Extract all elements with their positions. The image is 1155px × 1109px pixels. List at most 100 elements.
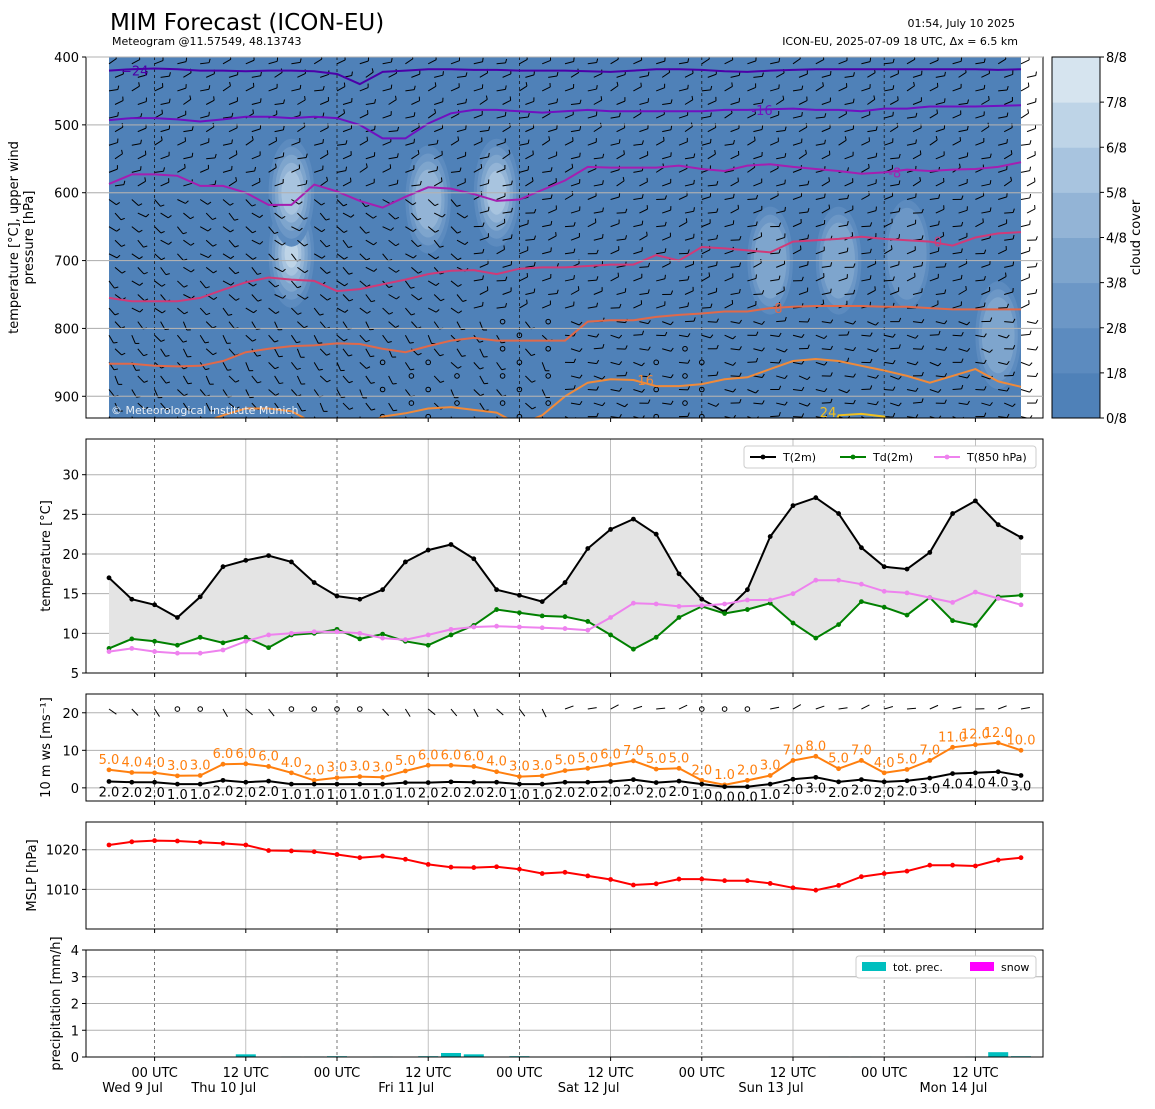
data-point: [129, 770, 134, 775]
data-point: [699, 597, 704, 602]
colorbar-segment: [1052, 238, 1100, 284]
wind-barb-flag: [916, 139, 917, 143]
wind-barb-flag: [709, 272, 710, 276]
data-point: [357, 855, 362, 860]
data-point: [791, 885, 796, 890]
wind-barb-flag: [504, 245, 505, 249]
wind-value-label: 2.0: [441, 786, 462, 801]
y-tick-label: 500: [54, 119, 79, 134]
data-point: [266, 779, 271, 784]
wind-barb-flag: [165, 329, 169, 330]
wind-barb-flag: [527, 300, 528, 304]
legend-marker: [761, 455, 766, 460]
wind-barb-flag: [305, 96, 306, 100]
data-point: [335, 782, 340, 787]
data-point: [631, 777, 636, 782]
wind-barb-flag: [899, 234, 900, 238]
data-point: [312, 849, 317, 854]
wind-barb-flag: [870, 58, 871, 62]
data-point: [221, 648, 226, 653]
wind-barb-flag: [483, 58, 484, 62]
gust-value-label: 10.0: [1007, 733, 1036, 748]
gust-value-label: 7.0: [783, 743, 804, 758]
wind-barb-flag: [829, 177, 830, 181]
wind-barb-flag: [603, 180, 604, 184]
x-date-label: Mon 14 Jul: [919, 1081, 987, 1096]
data-point: [905, 869, 910, 874]
y-tick-label: 1: [71, 1024, 79, 1039]
wind-barb: [890, 348, 899, 349]
wind-barb-flag: [162, 110, 163, 114]
wind-barb: [1027, 376, 1036, 377]
wind-value-label: 2.0: [646, 787, 667, 802]
wind-barb-flag: [937, 109, 938, 113]
data-point: [859, 545, 864, 550]
data-point: [563, 780, 568, 785]
wind-barb-flag: [411, 422, 415, 423]
wind-barb-flag: [192, 153, 193, 157]
data-point: [494, 780, 499, 785]
data-point: [517, 625, 522, 630]
wind-barb-flag: [580, 153, 581, 157]
data-point: [107, 575, 112, 580]
data-point: [243, 761, 248, 766]
wind-barb-flag: [823, 300, 824, 304]
data-point: [312, 580, 317, 585]
gust-value-label: 5.0: [577, 751, 598, 766]
wind-value-label: 2.0: [874, 786, 895, 801]
data-point: [221, 841, 226, 846]
colorbar-segment: [1052, 147, 1100, 193]
wind-barb-flag: [441, 177, 442, 181]
data-point: [813, 775, 818, 780]
data-point: [722, 784, 727, 789]
data-point: [494, 769, 499, 774]
data-point: [152, 602, 157, 607]
data-point: [517, 867, 522, 872]
x-date-label: Sat 12 Jul: [558, 1081, 620, 1096]
wind-barb-flag: [847, 248, 848, 252]
wind-barb-flag: [578, 286, 579, 290]
data-point: [905, 590, 910, 595]
colorbar-tick-label: 3/8: [1106, 277, 1127, 292]
colorbar-segment: [1052, 373, 1100, 419]
wind-barb-flag: [137, 423, 141, 424]
wind-value-label: 2.0: [600, 785, 621, 800]
data-point: [357, 636, 362, 641]
gust-value-label: 6.0: [418, 748, 439, 763]
chart-title: MIM Forecast (ICON-EU): [110, 10, 384, 36]
data-point: [996, 769, 1001, 774]
gust-value-label: 6.0: [441, 748, 462, 763]
data-point: [608, 877, 613, 882]
data-point: [563, 870, 568, 875]
data-point: [996, 596, 1001, 601]
wind-barb-flag: [754, 137, 755, 141]
data-point: [791, 591, 796, 596]
gust-value-label: 6.0: [463, 749, 484, 764]
wind-barb-flag: [227, 370, 231, 371]
wind-barb-flag: [1007, 139, 1008, 143]
data-point: [266, 645, 271, 650]
data-point: [107, 779, 112, 784]
wind-barb-flag: [145, 177, 146, 181]
data-point: [699, 877, 704, 882]
data-point: [129, 780, 134, 785]
data-point: [1019, 535, 1024, 540]
data-point: [449, 763, 454, 768]
wind-barb: [708, 322, 717, 323]
colorbar-segment: [1052, 57, 1100, 103]
data-point: [221, 778, 226, 783]
wind-barb-flag: [319, 369, 323, 370]
data-point: [107, 843, 112, 848]
data-point: [403, 560, 408, 565]
wind-barb-flag: [344, 83, 345, 87]
data-point: [699, 603, 704, 608]
data-point: [585, 873, 590, 878]
wind-barb-flag: [984, 85, 985, 89]
wind-barb-flag: [209, 85, 210, 89]
y-tick-label: 1010: [46, 883, 79, 898]
data-point: [243, 558, 248, 563]
data-point: [608, 762, 613, 767]
data-point: [540, 625, 545, 630]
wind-barb-flag: [671, 126, 672, 130]
y-tick-label: 20: [62, 548, 79, 563]
